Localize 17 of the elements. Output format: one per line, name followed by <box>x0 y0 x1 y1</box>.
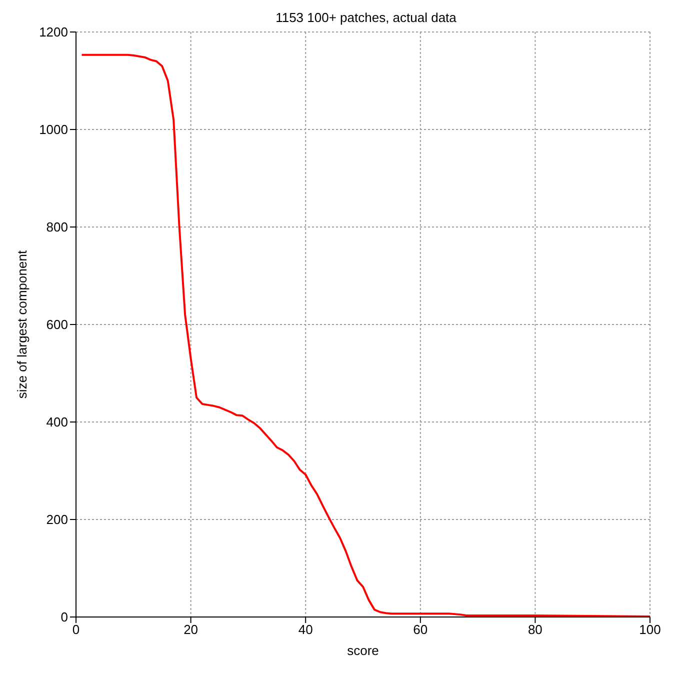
x-tick-label: 100 <box>639 622 661 638</box>
y-tick-label: 1200 <box>39 24 68 40</box>
y-axis-title: size of largest component <box>14 250 30 399</box>
y-tick-label: 400 <box>46 414 68 430</box>
y-tick-label: 0 <box>60 610 68 625</box>
y-tick-label: 200 <box>46 512 68 528</box>
line-series <box>80 54 650 617</box>
y-tick-label: 600 <box>46 317 68 332</box>
x-tick-label: 60 <box>413 622 428 638</box>
x-tick-label: 20 <box>184 622 198 638</box>
x-tick-label: 0 <box>72 622 80 638</box>
x-tick-label: 80 <box>528 622 542 638</box>
y-tick-label: 800 <box>46 220 68 235</box>
y-tick-label: 1000 <box>39 122 68 138</box>
chart-title: 1153 100+ patches, actual data <box>274 10 458 25</box>
x-tick-label: 40 <box>298 622 313 638</box>
x-axis-title: score <box>347 643 379 658</box>
